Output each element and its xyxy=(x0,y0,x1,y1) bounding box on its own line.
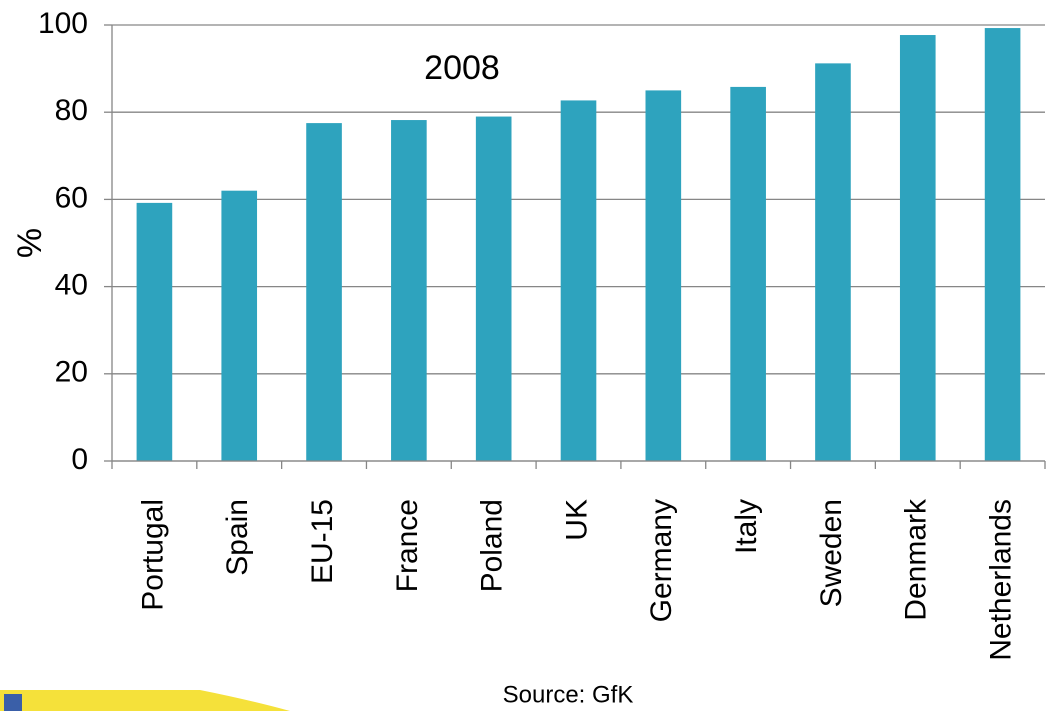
chart-title: 2008 xyxy=(424,49,500,87)
bar xyxy=(560,100,597,461)
x-tick-label: Portugal xyxy=(136,499,169,611)
x-tick-label: Netherlands xyxy=(985,499,1018,661)
x-tick-label: UK xyxy=(560,499,593,541)
bar xyxy=(475,116,512,461)
y-tick-label: 80 xyxy=(55,94,88,127)
y-tick-label: 20 xyxy=(55,356,88,389)
bar xyxy=(815,63,851,461)
y-tick-label: 40 xyxy=(55,269,88,302)
bar xyxy=(730,86,766,462)
x-tick-label: Germany xyxy=(645,499,678,622)
bar xyxy=(306,123,342,461)
bar xyxy=(645,90,682,462)
x-tick-label: Spain xyxy=(221,499,254,576)
x-tick-label: Poland xyxy=(476,499,509,592)
source-note: Source: GfK xyxy=(503,681,634,708)
x-tick-label: France xyxy=(391,499,424,592)
logo-icon xyxy=(4,694,22,711)
x-tick-label: Italy xyxy=(730,499,763,554)
y-tick-label: 60 xyxy=(55,181,88,214)
x-tick-label: Denmark xyxy=(900,498,933,621)
x-tick-label: EU-15 xyxy=(306,499,339,584)
bar xyxy=(899,35,936,461)
bar xyxy=(984,28,1021,461)
bar xyxy=(136,202,173,461)
y-axis-label: % xyxy=(11,228,49,258)
y-tick-label: 0 xyxy=(71,443,88,476)
logo xyxy=(0,690,290,711)
bar xyxy=(221,190,258,461)
y-tick-label: 100 xyxy=(38,7,88,40)
x-tick-label: Sweden xyxy=(815,499,848,607)
bar xyxy=(391,120,427,461)
logo-shape xyxy=(0,690,290,711)
